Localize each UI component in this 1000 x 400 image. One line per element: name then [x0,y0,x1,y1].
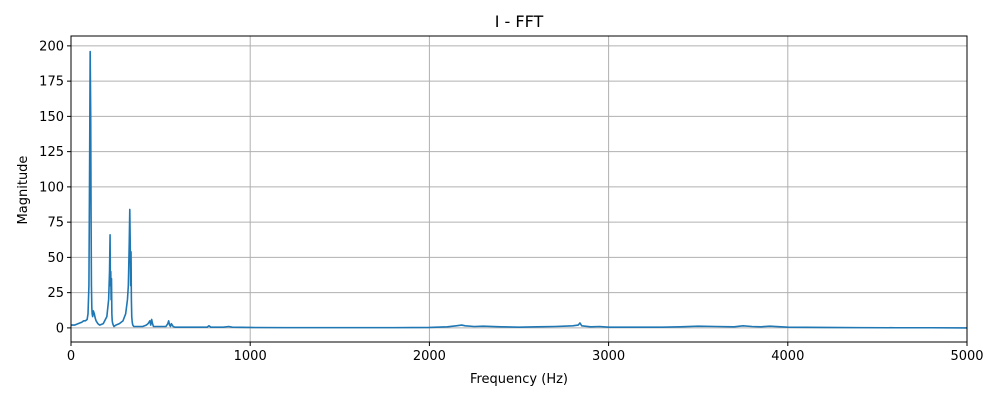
chart-title: I - FFT [495,12,544,31]
plot-frame [70,35,968,343]
y-tick-label: 25 [47,286,64,301]
x-tick-label: 3000 [592,349,625,364]
y-tick-label: 0 [56,321,64,336]
x-tick-label: 1000 [234,349,267,364]
y-axis-ticks: 0 25 50 75 100 125 150 175 200 [39,39,71,336]
y-tick-label: 200 [39,39,64,54]
x-axis-label: Frequency (Hz) [470,372,568,387]
y-tick-label: 100 [39,180,64,195]
x-tick-label: 2000 [413,349,446,364]
x-tick-label: 5000 [950,349,983,364]
series-line [71,50,968,329]
y-tick-label: 50 [47,251,64,266]
x-tick-label: 4000 [771,349,804,364]
series-group [71,50,968,329]
x-tick-label: 0 [67,349,75,364]
y-tick-label: 125 [39,145,64,160]
y-tick-label: 150 [39,110,64,125]
y-tick-label: 175 [39,75,64,90]
x-axis-ticks: 0 1000 2000 3000 4000 5000 [67,342,984,364]
y-axis-label: Magnitude [16,156,31,225]
y-tick-label: 75 [47,216,64,231]
